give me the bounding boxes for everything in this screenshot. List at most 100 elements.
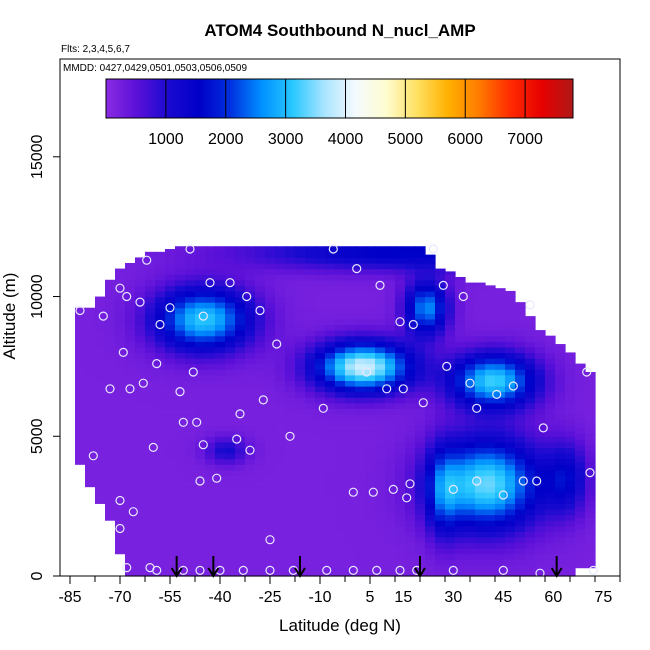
heatmap-cell — [505, 374, 516, 381]
heatmap-cell — [215, 246, 226, 253]
heatmap-cell — [545, 374, 556, 381]
heatmap-cell — [485, 559, 496, 566]
heatmap-cell — [465, 307, 476, 314]
heatmap-cell — [245, 425, 256, 432]
heatmap-cell — [315, 397, 326, 404]
heatmap-cell — [525, 391, 536, 398]
heatmap-cell — [385, 341, 396, 348]
heatmap-cell — [455, 313, 466, 320]
heatmap-cell — [95, 453, 106, 460]
heatmap-cell — [555, 374, 566, 381]
heatmap-cell — [395, 257, 406, 264]
heatmap-cell — [435, 380, 446, 387]
heatmap-cell — [435, 464, 446, 471]
heatmap-cell — [425, 374, 436, 381]
heatmap-cell — [125, 514, 136, 521]
heatmap-cell — [335, 279, 346, 286]
heatmap-cell — [535, 363, 546, 370]
heatmap-cell — [565, 508, 576, 516]
heatmap-cell — [365, 330, 376, 337]
heatmap-cell — [525, 480, 536, 488]
heatmap-cell — [495, 380, 506, 387]
heatmap-cell — [505, 419, 516, 426]
heatmap-cell — [115, 391, 126, 398]
heatmap-cell — [385, 324, 396, 331]
heatmap-cell — [265, 346, 276, 354]
heatmap-cell — [435, 503, 446, 510]
heatmap-cell — [165, 324, 176, 331]
heatmap-cell — [415, 307, 426, 314]
heatmap-cell — [545, 503, 556, 510]
heatmap-cell — [125, 374, 136, 381]
heatmap-cell — [375, 369, 386, 376]
heatmap-cell — [255, 251, 266, 259]
heatmap-cell — [115, 374, 126, 381]
heatmap-cell — [195, 374, 206, 381]
heatmap-cell — [485, 497, 496, 504]
observation-point — [265, 535, 275, 545]
heatmap-cell — [375, 268, 386, 275]
heatmap-cell — [135, 263, 146, 270]
heatmap-cell — [265, 352, 276, 359]
heatmap-cell — [495, 288, 506, 292]
heatmap-cell — [485, 335, 496, 342]
heatmap-cell — [205, 318, 216, 326]
heatmap-cell — [375, 358, 386, 365]
heatmap-cell — [255, 419, 266, 426]
heatmap-cell — [275, 352, 286, 359]
heatmap-cell — [375, 542, 386, 549]
heatmap-cell — [445, 475, 456, 482]
heatmap-cell — [465, 335, 476, 342]
heatmap-cell — [485, 536, 496, 544]
heatmap-cell — [215, 257, 226, 264]
heatmap-cell — [135, 553, 146, 560]
heatmap-cell — [245, 363, 256, 370]
heatmap-cell — [445, 542, 456, 549]
flights-subtitle: Flts: 2,3,4,5,6,7 — [61, 44, 130, 55]
heatmap-cell — [115, 464, 126, 471]
heatmap-cell — [395, 302, 406, 309]
heatmap-cell — [335, 413, 346, 421]
heatmap-cell — [315, 279, 326, 286]
heatmap-cell — [195, 302, 206, 309]
heatmap-cell — [205, 436, 216, 443]
heatmap-cell — [185, 570, 196, 577]
heatmap-cell — [325, 486, 336, 493]
heatmap-cell — [215, 363, 226, 370]
heatmap-cell — [425, 257, 436, 264]
heatmap-cell — [545, 536, 556, 544]
heatmap-cell — [325, 458, 336, 465]
heatmap-cell — [195, 559, 206, 566]
heatmap-cell — [105, 419, 116, 426]
heatmap-cell — [275, 525, 286, 532]
x-tick-label: 75 — [594, 589, 612, 606]
heatmap-cell — [115, 542, 126, 549]
heatmap-cell — [175, 542, 186, 549]
heatmap-cell — [525, 475, 536, 482]
heatmap-cell — [285, 274, 296, 281]
heatmap-cell — [565, 430, 576, 437]
heatmap-cell — [245, 480, 256, 488]
heatmap-cell — [525, 492, 536, 499]
heatmap-cell — [355, 246, 366, 253]
heatmap-cell — [245, 536, 256, 544]
heatmap-cell — [315, 497, 326, 504]
heatmap-cell — [295, 374, 306, 381]
heatmap-cell — [175, 514, 186, 521]
observation-point — [405, 479, 415, 489]
heatmap-cell — [525, 324, 536, 331]
heatmap-cell — [495, 358, 506, 365]
heatmap-cell — [275, 408, 286, 415]
heatmap-cell — [515, 447, 526, 454]
heatmap-cell — [385, 391, 396, 398]
heatmap-cell — [105, 469, 116, 476]
heatmap-cell — [175, 531, 186, 538]
heatmap-cell — [125, 363, 136, 370]
heatmap-cell — [175, 464, 186, 471]
observation-point — [105, 384, 115, 394]
heatmap-cell — [565, 469, 576, 476]
heatmap-cell — [305, 553, 316, 560]
heatmap-cell — [215, 492, 226, 499]
heatmap-cell — [285, 548, 296, 555]
heatmap-cell — [525, 508, 536, 516]
